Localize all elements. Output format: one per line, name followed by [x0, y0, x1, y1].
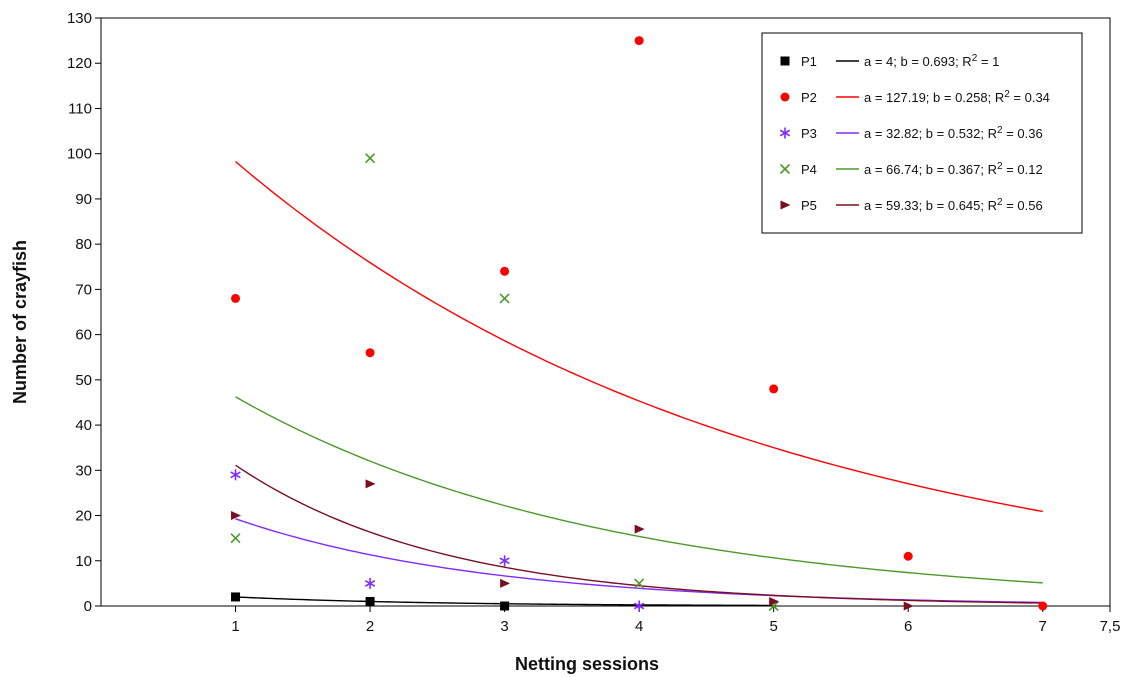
legend-box — [761, 32, 1083, 234]
data-point-p1 — [231, 592, 241, 602]
data-point-p5 — [903, 601, 914, 611]
data-point-p4 — [634, 578, 645, 589]
fit-curves — [235, 160, 1043, 607]
data-point-p3 — [633, 600, 645, 612]
data-point-p3 — [230, 469, 241, 481]
data-point-p5 — [365, 479, 376, 489]
x-tick-label: 2 — [366, 618, 374, 635]
y-tick-label: 40 — [75, 417, 92, 434]
data-points — [230, 36, 1048, 612]
y-tick-label: 120 — [67, 55, 92, 72]
legend-fit-label-p4: a = 66.74; b = 0.367; R2 = 0.12 — [864, 161, 1043, 177]
y-tick-label: 0 — [84, 598, 92, 615]
y-tick-label: 10 — [75, 553, 92, 570]
data-point-p5 — [769, 596, 780, 606]
data-point-p4 — [230, 533, 241, 544]
y-tick-label: 130 — [67, 10, 92, 27]
legend-label-p5: P5 — [801, 198, 817, 213]
y-tick-label: 110 — [68, 100, 92, 117]
x-tick-label: 4 — [635, 618, 643, 635]
y-tick-label: 60 — [75, 327, 92, 344]
data-point-p4 — [499, 293, 510, 304]
y-tick-label: 30 — [75, 462, 92, 479]
legend-fit-label-p2: a = 127.19; b = 0.258; R2 = 0.34 — [864, 89, 1050, 105]
y-tick-label: 50 — [75, 372, 92, 389]
data-point-p2 — [769, 384, 779, 394]
data-point-p5 — [634, 524, 645, 534]
data-point-p2 — [903, 551, 913, 561]
legend-marker-p5 — [780, 200, 791, 210]
y-tick-label: 90 — [75, 191, 92, 208]
data-point-p2 — [500, 266, 510, 276]
plot-frame — [100, 17, 1111, 607]
axes-layer: 0 10 20 30 40 50 60 70 80 90 100 110 120 130 1 2 3 4 5 6 7 7,… — [67, 10, 1120, 635]
fit-curve-p2 — [235, 160, 1043, 513]
x-tick-label: 5 — [769, 618, 777, 635]
legend-label-p2: P2 — [801, 90, 817, 105]
fit-curve-p5 — [235, 464, 1043, 604]
data-point-p5 — [231, 511, 242, 521]
legend: P1 a = 4; b = 0.693; R2 = 1 P2 a = 127.19; … — [761, 32, 1083, 234]
x-tick-label: 7 — [1039, 618, 1047, 635]
x-tick-label: 7,5 — [1100, 618, 1121, 635]
legend-label-p4: P4 — [801, 162, 817, 177]
x-axis-title: Netting sessions — [515, 654, 659, 674]
y-tick-label: 100 — [67, 146, 92, 163]
data-point-p2 — [365, 348, 375, 358]
x-tick-label: 1 — [231, 618, 239, 635]
legend-marker-p4 — [779, 163, 791, 175]
data-point-p4 — [365, 153, 376, 164]
data-point-p2 — [1038, 601, 1048, 611]
data-point-p1 — [365, 596, 375, 606]
legend-marker-p2 — [780, 92, 790, 102]
legend-marker-p1 — [780, 56, 790, 66]
legend-label-p3: P3 — [801, 126, 817, 141]
y-axis-title: Number of crayfish — [10, 240, 30, 404]
legend-label-p1: P1 — [801, 54, 817, 69]
data-point-p5 — [500, 578, 511, 588]
fit-curve-p4 — [235, 396, 1043, 584]
legend-fit-label-p1: a = 4; b = 0.693; R2 = 1 — [864, 53, 999, 69]
data-point-p1 — [500, 601, 510, 611]
legend-fit-label-p5: a = 59.33; b = 0.645; R2 = 0.56 — [864, 197, 1043, 213]
data-point-p2 — [231, 293, 241, 303]
x-tick-label: 6 — [904, 618, 912, 635]
y-tick-label: 20 — [75, 508, 92, 525]
y-tick-label: 70 — [75, 281, 92, 298]
legend-marker-p3 — [779, 127, 791, 139]
data-point-p3 — [364, 577, 376, 589]
y-tick-label: 80 — [75, 236, 92, 253]
legend-fit-label-p3: a = 32.82; b = 0.532; R2 = 0.36 — [864, 125, 1043, 141]
x-tick-label: 3 — [500, 618, 508, 635]
data-point-p3 — [499, 555, 510, 567]
data-point-p2 — [634, 36, 644, 46]
